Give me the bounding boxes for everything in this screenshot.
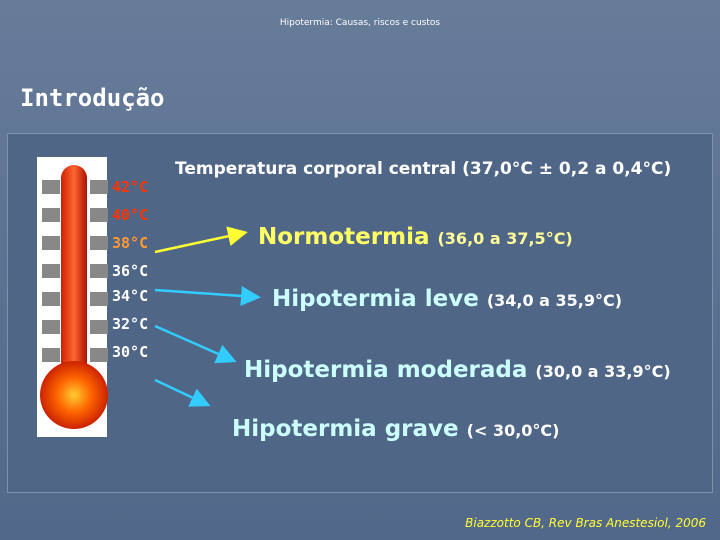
- temp-label: 38°C: [112, 234, 149, 252]
- content-panel: [7, 133, 713, 493]
- class-name: Normotermia: [258, 224, 430, 250]
- class-range: (30,0 a 33,9°C): [535, 362, 671, 381]
- class-name: Hipotermia leve: [272, 286, 479, 312]
- class-name: Hipotermia grave: [232, 416, 459, 442]
- class-range: (36,0 a 37,5°C): [437, 229, 573, 248]
- temp-label: 30°C: [112, 343, 149, 361]
- class-item: Normotermia (36,0 a 37,5°C): [258, 224, 573, 250]
- class-item: Hipotermia grave (< 30,0°C): [232, 416, 559, 442]
- slide-title: Introdução: [20, 84, 165, 112]
- temp-label: 34°C: [112, 287, 149, 305]
- arrows: [154, 226, 261, 407]
- header: Hipotermia: Causas, riscos e custos: [279, 18, 441, 28]
- citation: Biazzotto CB, Rev Bras Anestesiol, 2006: [465, 516, 706, 530]
- thermometer: [37, 157, 108, 437]
- class-item: Hipotermia leve (34,0 a 35,9°C): [272, 286, 622, 312]
- class-item: Hipotermia moderada (30,0 a 33,9°C): [244, 357, 671, 383]
- temp-label: 42°C: [112, 178, 149, 196]
- temp-label: 36°C: [112, 262, 149, 280]
- temp-label: 40°C: [112, 206, 149, 224]
- definition: Temperatura corporal central (37,0°C ± 0…: [175, 159, 672, 179]
- class-name: Hipotermia moderada: [244, 357, 528, 383]
- class-range: (< 30,0°C): [466, 421, 560, 440]
- class-range: (34,0 a 35,9°C): [486, 291, 623, 310]
- temp-label: 32°C: [112, 315, 149, 333]
